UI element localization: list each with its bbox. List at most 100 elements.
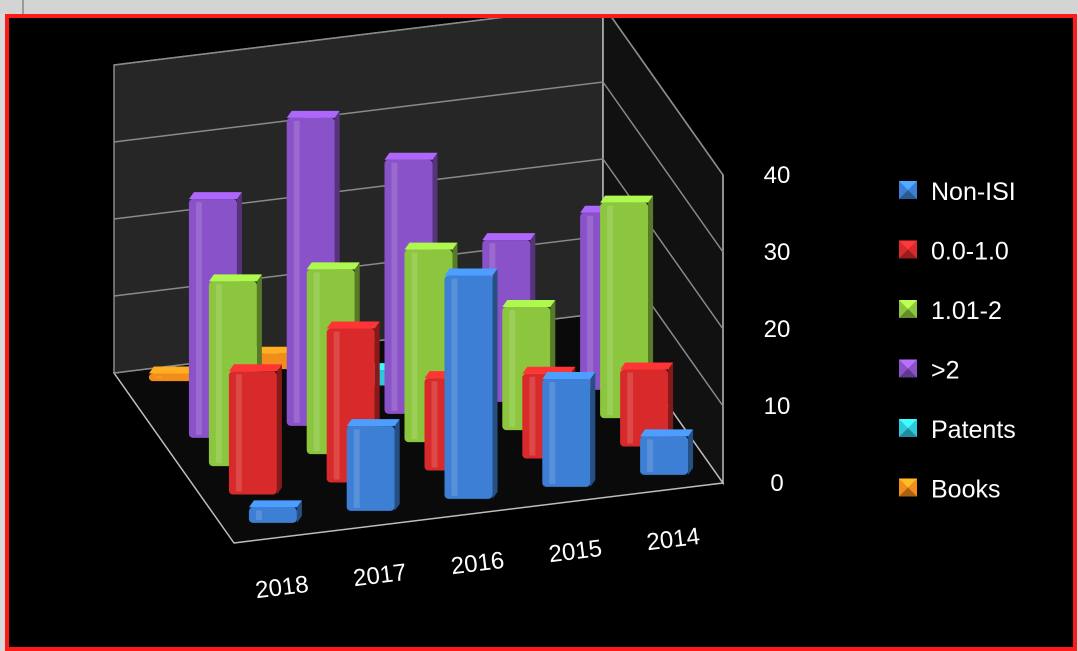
bar-front-face xyxy=(444,275,493,499)
bar-front-face xyxy=(346,426,395,511)
bar-highlight xyxy=(647,439,654,472)
bar-front-face xyxy=(640,436,689,475)
gridline xyxy=(113,158,724,330)
bar-top-face xyxy=(542,372,596,380)
legend-swatch-shade xyxy=(899,249,917,259)
legend-swatch-highlight xyxy=(899,359,917,369)
bar-side-face xyxy=(668,362,674,447)
legend-item: 1.01-2 xyxy=(899,297,1002,325)
bar-top-face xyxy=(502,299,556,307)
bar-highlight xyxy=(195,202,202,435)
bar-highlight xyxy=(607,205,614,416)
chart-gridlines xyxy=(113,18,724,407)
chart-bars xyxy=(148,110,694,523)
legend-swatch-shade xyxy=(899,428,917,437)
bar xyxy=(640,429,694,475)
bar-front-face xyxy=(542,379,591,487)
y-tick-label: 0 xyxy=(770,470,783,497)
bar-top-face xyxy=(326,321,380,329)
bar-highlight xyxy=(627,372,634,444)
bar-side-face xyxy=(276,364,282,495)
bar-side-face xyxy=(296,500,302,523)
chart-legend: Non-ISI 0.0-1.0 1.01-2 >2 Patents Books xyxy=(899,178,1016,504)
bar-side-face xyxy=(688,429,694,475)
bar-top-face xyxy=(248,500,302,508)
bar xyxy=(542,372,596,487)
bar-side-face xyxy=(492,268,498,499)
bar-top-face xyxy=(640,429,694,437)
bar-front-face xyxy=(620,369,669,447)
bar-top-face xyxy=(286,110,340,118)
bar-side-face xyxy=(590,372,596,487)
bar-top-face xyxy=(384,152,438,160)
bar-top-face xyxy=(404,242,458,250)
bar xyxy=(444,268,498,499)
bar-top-face xyxy=(620,362,674,370)
bar-highlight xyxy=(391,162,398,411)
legend-swatch-shade xyxy=(899,487,917,497)
bar-top-face xyxy=(444,268,498,276)
bar-top-face xyxy=(208,274,262,282)
bar-top-face xyxy=(346,419,400,427)
bar xyxy=(346,419,400,511)
legend-swatch-shade xyxy=(899,309,917,318)
legend-label: Books xyxy=(931,476,1000,504)
bar xyxy=(248,500,302,523)
legend-label: Non-ISI xyxy=(931,178,1016,206)
bar-highlight xyxy=(509,309,516,428)
bar-front-face xyxy=(228,371,277,495)
bar-highlight xyxy=(529,376,536,456)
window-top-strip xyxy=(0,0,1078,14)
y-tick-label: 40 xyxy=(764,162,791,189)
gridline xyxy=(113,18,724,176)
window-edge xyxy=(22,0,24,14)
bar-highlight xyxy=(411,252,418,440)
legend-item: 0.0-1.0 xyxy=(899,238,1009,266)
legend-swatch-highlight xyxy=(899,478,917,488)
bar-side-face xyxy=(394,419,400,511)
legend-swatch-shade xyxy=(899,190,917,199)
bar-top-face xyxy=(600,195,654,203)
x-tick-label: 2016 xyxy=(449,547,505,580)
bar-front-face xyxy=(148,373,197,382)
legend-swatch-highlight xyxy=(899,419,917,428)
legend-item: Non-ISI xyxy=(899,178,1016,206)
y-tick-label: 20 xyxy=(764,316,791,343)
bar-top-face xyxy=(148,366,202,374)
bar-highlight xyxy=(293,120,300,423)
x-tick-label: 2014 xyxy=(645,523,701,556)
y-axis-ticks: 0 10 20 30 40 xyxy=(764,162,791,497)
bar-front-face xyxy=(248,507,297,523)
bar-highlight xyxy=(333,331,340,480)
legend-swatch-shade xyxy=(899,368,917,378)
bar-highlight xyxy=(431,381,438,468)
bar-highlight xyxy=(549,382,556,484)
bar-highlight xyxy=(451,278,458,496)
x-axis-ticks: 2018 2017 2016 2015 2014 xyxy=(254,523,701,604)
bar xyxy=(228,364,282,495)
bar-highlight xyxy=(587,215,594,387)
x-tick-label: 2015 xyxy=(547,535,603,568)
bar-highlight xyxy=(215,284,222,464)
bar-top-face xyxy=(228,364,282,372)
x-tick-label: 2018 xyxy=(254,571,310,604)
chart-3d-column: 0 10 20 30 40 2018 2017 2016 2015 2014 Non-ISI 0.… xyxy=(112,18,1016,604)
legend-label: 1.01-2 xyxy=(931,297,1002,325)
legend-label: 0.0-1.0 xyxy=(931,238,1009,266)
legend-item: >2 xyxy=(899,357,960,385)
legend-label: Patents xyxy=(931,416,1016,444)
bar-highlight xyxy=(353,429,360,508)
legend-swatch-highlight xyxy=(899,300,917,309)
bar-top-face xyxy=(482,233,536,241)
legend-swatch-highlight xyxy=(899,240,917,250)
legend-label: >2 xyxy=(931,357,960,385)
bar-top-face xyxy=(188,192,242,200)
y-tick-label: 30 xyxy=(764,239,791,266)
bar xyxy=(620,362,674,447)
chart-frame: 0 10 20 30 40 2018 2017 2016 2015 2014 Non-ISI 0.… xyxy=(5,14,1077,651)
legend-swatch-highlight xyxy=(899,181,917,190)
gridline xyxy=(113,81,724,253)
y-tick-label: 10 xyxy=(764,393,791,420)
bar-highlight xyxy=(155,376,162,379)
legend-item: Patents xyxy=(899,416,1016,444)
